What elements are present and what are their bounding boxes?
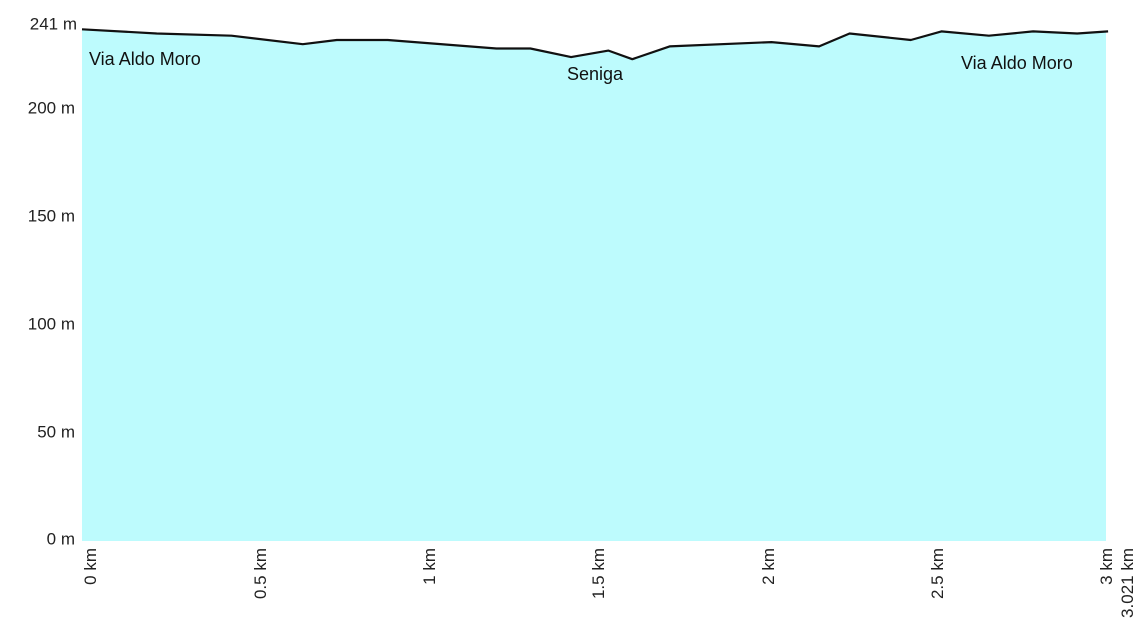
y-tick-label-0: 0 m (47, 529, 75, 548)
place-label-seniga: Seniga (567, 64, 624, 84)
y-tick-label-150: 150 m (28, 206, 75, 225)
plot-area-background (82, 19, 1106, 541)
x-tick-label-1-5km: 1.5 km (589, 548, 608, 599)
y-tick-label-241: 241 m (30, 14, 77, 33)
x-tick-label-0km: 0 km (81, 548, 100, 585)
elevation-area-fill (82, 19, 1109, 60)
y-tick-label-100: 100 m (28, 314, 75, 333)
y-tick-label-50: 50 m (37, 422, 75, 441)
place-label-via-aldo-moro-end: Via Aldo Moro (961, 53, 1073, 73)
x-tick-label-2km: 2 km (759, 548, 778, 585)
y-tick-label-200: 200 m (28, 98, 75, 117)
elevation-profile-line (81, 28, 1109, 61)
x-tick-label-1km: 1 km (420, 548, 439, 585)
x-tick-label-0-5km: 0.5 km (251, 548, 270, 599)
x-tick-label-2-5km: 2.5 km (928, 548, 947, 599)
place-label-via-aldo-moro-start: Via Aldo Moro (89, 49, 201, 69)
x-tick-label-3km: 3 km (1097, 548, 1116, 585)
x-tick-label-3-021km: 3.021 km (1118, 548, 1137, 618)
